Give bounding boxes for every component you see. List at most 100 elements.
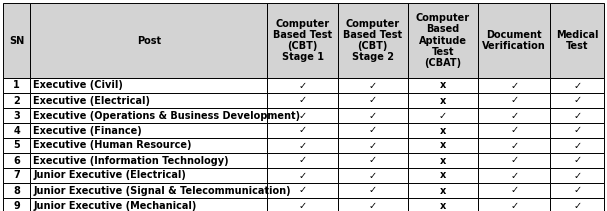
Bar (408, 168, 478, 183)
Text: Executive (Electrical): Executive (Electrical) (33, 96, 151, 106)
Bar (3, 198, 30, 211)
Text: 2: 2 (13, 96, 20, 106)
Bar (30, 93, 268, 108)
Bar (337, 183, 408, 198)
Text: Executive (Civil): Executive (Civil) (33, 81, 123, 91)
Text: ✓: ✓ (299, 170, 307, 180)
Text: Computer
Based Test
(CBT)
Stage 1: Computer Based Test (CBT) Stage 1 (273, 19, 332, 62)
Text: ✓: ✓ (299, 126, 307, 135)
Bar (268, 123, 337, 138)
Text: Executive (Human Resource): Executive (Human Resource) (33, 141, 192, 150)
Bar (478, 138, 551, 153)
Bar (3, 168, 30, 183)
Bar (3, 153, 30, 168)
Bar (551, 93, 604, 108)
Text: ✓: ✓ (510, 81, 518, 91)
Text: Junior Executive (Signal & Telecommunication): Junior Executive (Signal & Telecommunica… (33, 185, 291, 196)
Text: 5: 5 (13, 141, 20, 150)
Text: 6: 6 (13, 156, 20, 165)
Bar (408, 93, 478, 108)
Bar (478, 78, 551, 93)
Text: Computer
Based
Aptitude
Test
(CBAT): Computer Based Aptitude Test (CBAT) (416, 13, 470, 68)
Text: x: x (440, 96, 446, 106)
Bar (478, 153, 551, 168)
Bar (3, 183, 30, 198)
Bar (337, 168, 408, 183)
Text: x: x (440, 126, 446, 135)
Text: Executive (Finance): Executive (Finance) (33, 126, 142, 135)
Text: ✓: ✓ (439, 111, 447, 120)
Text: ✓: ✓ (573, 141, 582, 150)
Text: 8: 8 (13, 185, 20, 196)
Bar (337, 108, 408, 123)
Bar (268, 153, 337, 168)
Bar (408, 138, 478, 153)
Bar (478, 123, 551, 138)
Bar (551, 168, 604, 183)
Text: ✓: ✓ (368, 185, 377, 196)
Text: Medical
Test: Medical Test (556, 30, 599, 51)
Text: ✓: ✓ (368, 200, 377, 211)
Text: ✓: ✓ (299, 156, 307, 165)
Bar (478, 198, 551, 211)
Text: ✓: ✓ (299, 141, 307, 150)
Text: 3: 3 (13, 111, 20, 120)
Bar (408, 153, 478, 168)
Bar (3, 108, 30, 123)
Text: ✓: ✓ (368, 156, 377, 165)
Bar (268, 183, 337, 198)
Bar (268, 78, 337, 93)
Text: Document
Verification: Document Verification (483, 30, 546, 51)
Text: ✓: ✓ (510, 141, 518, 150)
Bar (337, 198, 408, 211)
Text: ✓: ✓ (573, 81, 582, 91)
Text: Post: Post (137, 35, 161, 46)
Bar (3, 123, 30, 138)
Bar (3, 78, 30, 93)
Text: ✓: ✓ (299, 111, 307, 120)
Text: ✓: ✓ (510, 185, 518, 196)
Text: ✓: ✓ (299, 81, 307, 91)
Text: x: x (440, 185, 446, 196)
Bar (551, 138, 604, 153)
Bar (268, 138, 337, 153)
Text: x: x (440, 156, 446, 165)
Bar (478, 3, 551, 78)
Bar (30, 3, 268, 78)
Text: ✓: ✓ (299, 96, 307, 106)
Text: ✓: ✓ (510, 111, 518, 120)
Bar (3, 93, 30, 108)
Text: Computer
Based Test
(CBT)
Stage 2: Computer Based Test (CBT) Stage 2 (343, 19, 402, 62)
Bar (408, 3, 478, 78)
Bar (408, 78, 478, 93)
Text: ✓: ✓ (510, 200, 518, 211)
Text: ✓: ✓ (573, 185, 582, 196)
Bar (408, 198, 478, 211)
Bar (30, 138, 268, 153)
Text: x: x (440, 141, 446, 150)
Bar (30, 108, 268, 123)
Text: x: x (440, 170, 446, 180)
Bar (3, 138, 30, 153)
Bar (268, 93, 337, 108)
Bar (337, 123, 408, 138)
Bar (3, 3, 30, 78)
Text: ✓: ✓ (573, 156, 582, 165)
Bar (337, 93, 408, 108)
Bar (408, 123, 478, 138)
Bar (30, 123, 268, 138)
Text: 9: 9 (13, 200, 20, 211)
Text: Junior Executive (Electrical): Junior Executive (Electrical) (33, 170, 186, 180)
Bar (30, 153, 268, 168)
Text: ✓: ✓ (368, 81, 377, 91)
Text: ✓: ✓ (368, 126, 377, 135)
Text: ✓: ✓ (573, 126, 582, 135)
Text: ✓: ✓ (510, 170, 518, 180)
Bar (30, 198, 268, 211)
Text: 4: 4 (13, 126, 20, 135)
Text: Executive (Operations & Business Development): Executive (Operations & Business Develop… (33, 111, 300, 120)
Text: ✓: ✓ (573, 96, 582, 106)
Text: ✓: ✓ (368, 111, 377, 120)
Text: Executive (Information Technology): Executive (Information Technology) (33, 156, 229, 165)
Bar (551, 183, 604, 198)
